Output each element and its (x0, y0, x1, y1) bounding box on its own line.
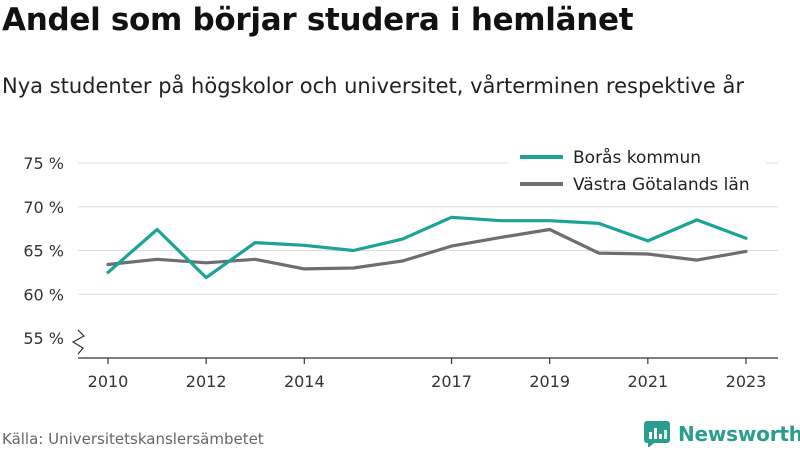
x-tick-label: 2021 (627, 372, 668, 391)
series-line-1 (106, 215, 748, 280)
newsworthy-logo-icon (644, 421, 670, 447)
x-tick-label: 2012 (186, 372, 227, 391)
x-tick-label: 2017 (431, 372, 472, 391)
y-tick-label: 55 % (23, 329, 64, 348)
series-line-2 (106, 227, 748, 271)
source-note: Källa: Universitetskanslersämbetet (2, 430, 264, 448)
legend-label: Borås kommun (573, 147, 701, 168)
line-chart: 55 % 60 % 65 % 70 % 75 % 2010 2012 2014 2017 2019… (23, 143, 778, 391)
x-tick-label: 2019 (529, 372, 570, 391)
y-tick-label: 65 % (23, 242, 64, 261)
brand-logo: Newsworthy (644, 420, 800, 448)
y-tick-label: 70 % (23, 198, 64, 217)
axis-break-icon (71, 329, 85, 355)
chart-title: Andel som börjar studera i hemlänet (2, 2, 634, 38)
y-tick-label: 75 % (23, 154, 64, 173)
x-tick-label: 2023 (726, 372, 767, 391)
x-tick-label: 2010 (88, 372, 129, 391)
y-tick-label: 60 % (23, 285, 64, 304)
brand-name: Newsworthy (678, 422, 800, 446)
legend-label: Västra Götalands län (573, 175, 750, 195)
chart-subtitle: Nya studenter på högskolor och universit… (2, 74, 744, 98)
x-tick-label: 2014 (284, 372, 325, 391)
legend-box (508, 143, 766, 201)
